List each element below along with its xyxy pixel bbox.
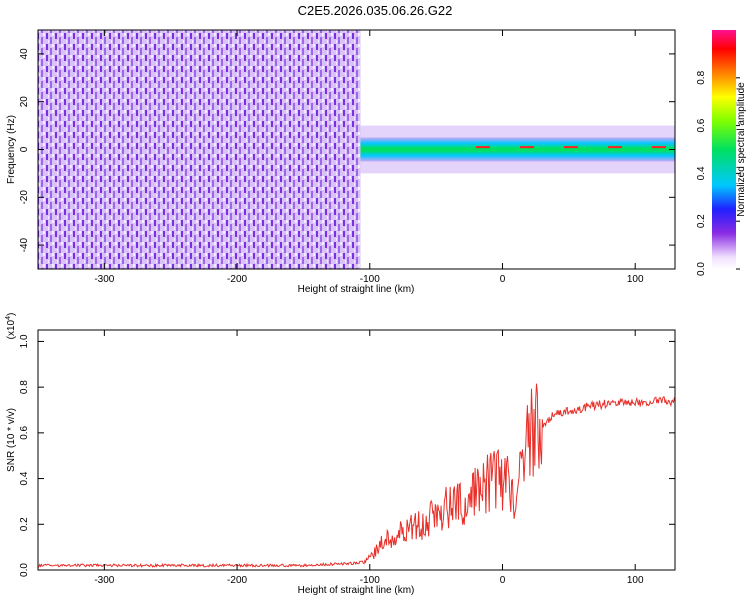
figure-title: C2E5.2026.035.06.26.G22 (297, 3, 453, 18)
y-tick-label: 0.2 (19, 517, 30, 531)
colorbar-tick-label: 0.4 (696, 166, 707, 180)
x-tick-label: -300 (94, 575, 114, 586)
x-tick-label: -200 (227, 274, 247, 285)
y-tick-label: -20 (19, 190, 30, 205)
heatmap-y-axis-label: Frequency (Hz) (6, 115, 17, 184)
heatmap-signal-band (360, 137, 675, 162)
snr-frame (37, 329, 676, 571)
x-tick-label: -100 (360, 274, 380, 285)
x-tick-label: 100 (627, 575, 644, 586)
snr-scale-close: ) (6, 313, 17, 316)
colorbar-label: Normalized spectral amplitude (736, 82, 747, 217)
y-tick-label: 0.0 (19, 563, 30, 577)
snr-scale-prefix: (x10 (6, 319, 17, 339)
heatmap-x-axis-label: Height of straight line (km) (298, 284, 415, 295)
colorbar-tick-label: 0.8 (696, 70, 707, 84)
snr-x-axis-label: Height of straight line (km) (298, 585, 415, 596)
x-tick-label: 100 (627, 274, 644, 285)
snr-panel: -300 -200 -100 0 100 0.0 0.2 0.4 0.6 0.8 1.0 Heig… (5, 313, 676, 596)
x-tick-label: -300 (94, 274, 114, 285)
y-tick-label: 20 (19, 96, 30, 108)
y-tick-label: 0.4 (19, 471, 30, 485)
y-tick-label: -40 (19, 237, 30, 252)
snr-x-ticks: -300 -200 -100 0 100 (94, 330, 644, 586)
x-tick-label: -200 (227, 575, 247, 586)
y-tick-label: 1.0 (19, 334, 30, 348)
snr-y-ticks: 0.0 0.2 0.4 0.6 0.8 1.0 (19, 334, 675, 577)
x-tick-label: 0 (500, 575, 506, 586)
colorbar-gradient (712, 30, 736, 269)
colorbar-ticks: 0.0 0.2 0.4 0.6 0.8 (696, 70, 740, 276)
heatmap-y-ticks: -40 -20 0 20 40 (19, 48, 675, 252)
y-tick-label: 0.8 (19, 380, 30, 394)
snr-scale-note: (x104) (5, 313, 17, 340)
x-tick-label: 0 (500, 274, 506, 285)
snr-y-axis-label: SNR (10 * v/v) (6, 408, 17, 472)
heatmap-x-ticks: -300 -200 -100 0 100 (94, 30, 644, 285)
x-tick-label: -100 (360, 575, 380, 586)
snr-series-line (37, 383, 676, 568)
colorbar-tick-label: 0.6 (696, 118, 707, 132)
snr-scale-exponent: 4 (5, 316, 12, 320)
colorbar: 0.0 0.2 0.4 0.6 0.8 Normalized spectral ampl… (696, 30, 747, 276)
colorbar-tick-label: 0.0 (696, 262, 707, 276)
y-tick-label: 0.6 (19, 425, 30, 439)
y-tick-label: 40 (19, 48, 30, 60)
y-tick-label: 0 (19, 146, 30, 152)
heatmap-noise-region (38, 30, 361, 269)
colorbar-tick-label: 0.2 (696, 214, 707, 228)
